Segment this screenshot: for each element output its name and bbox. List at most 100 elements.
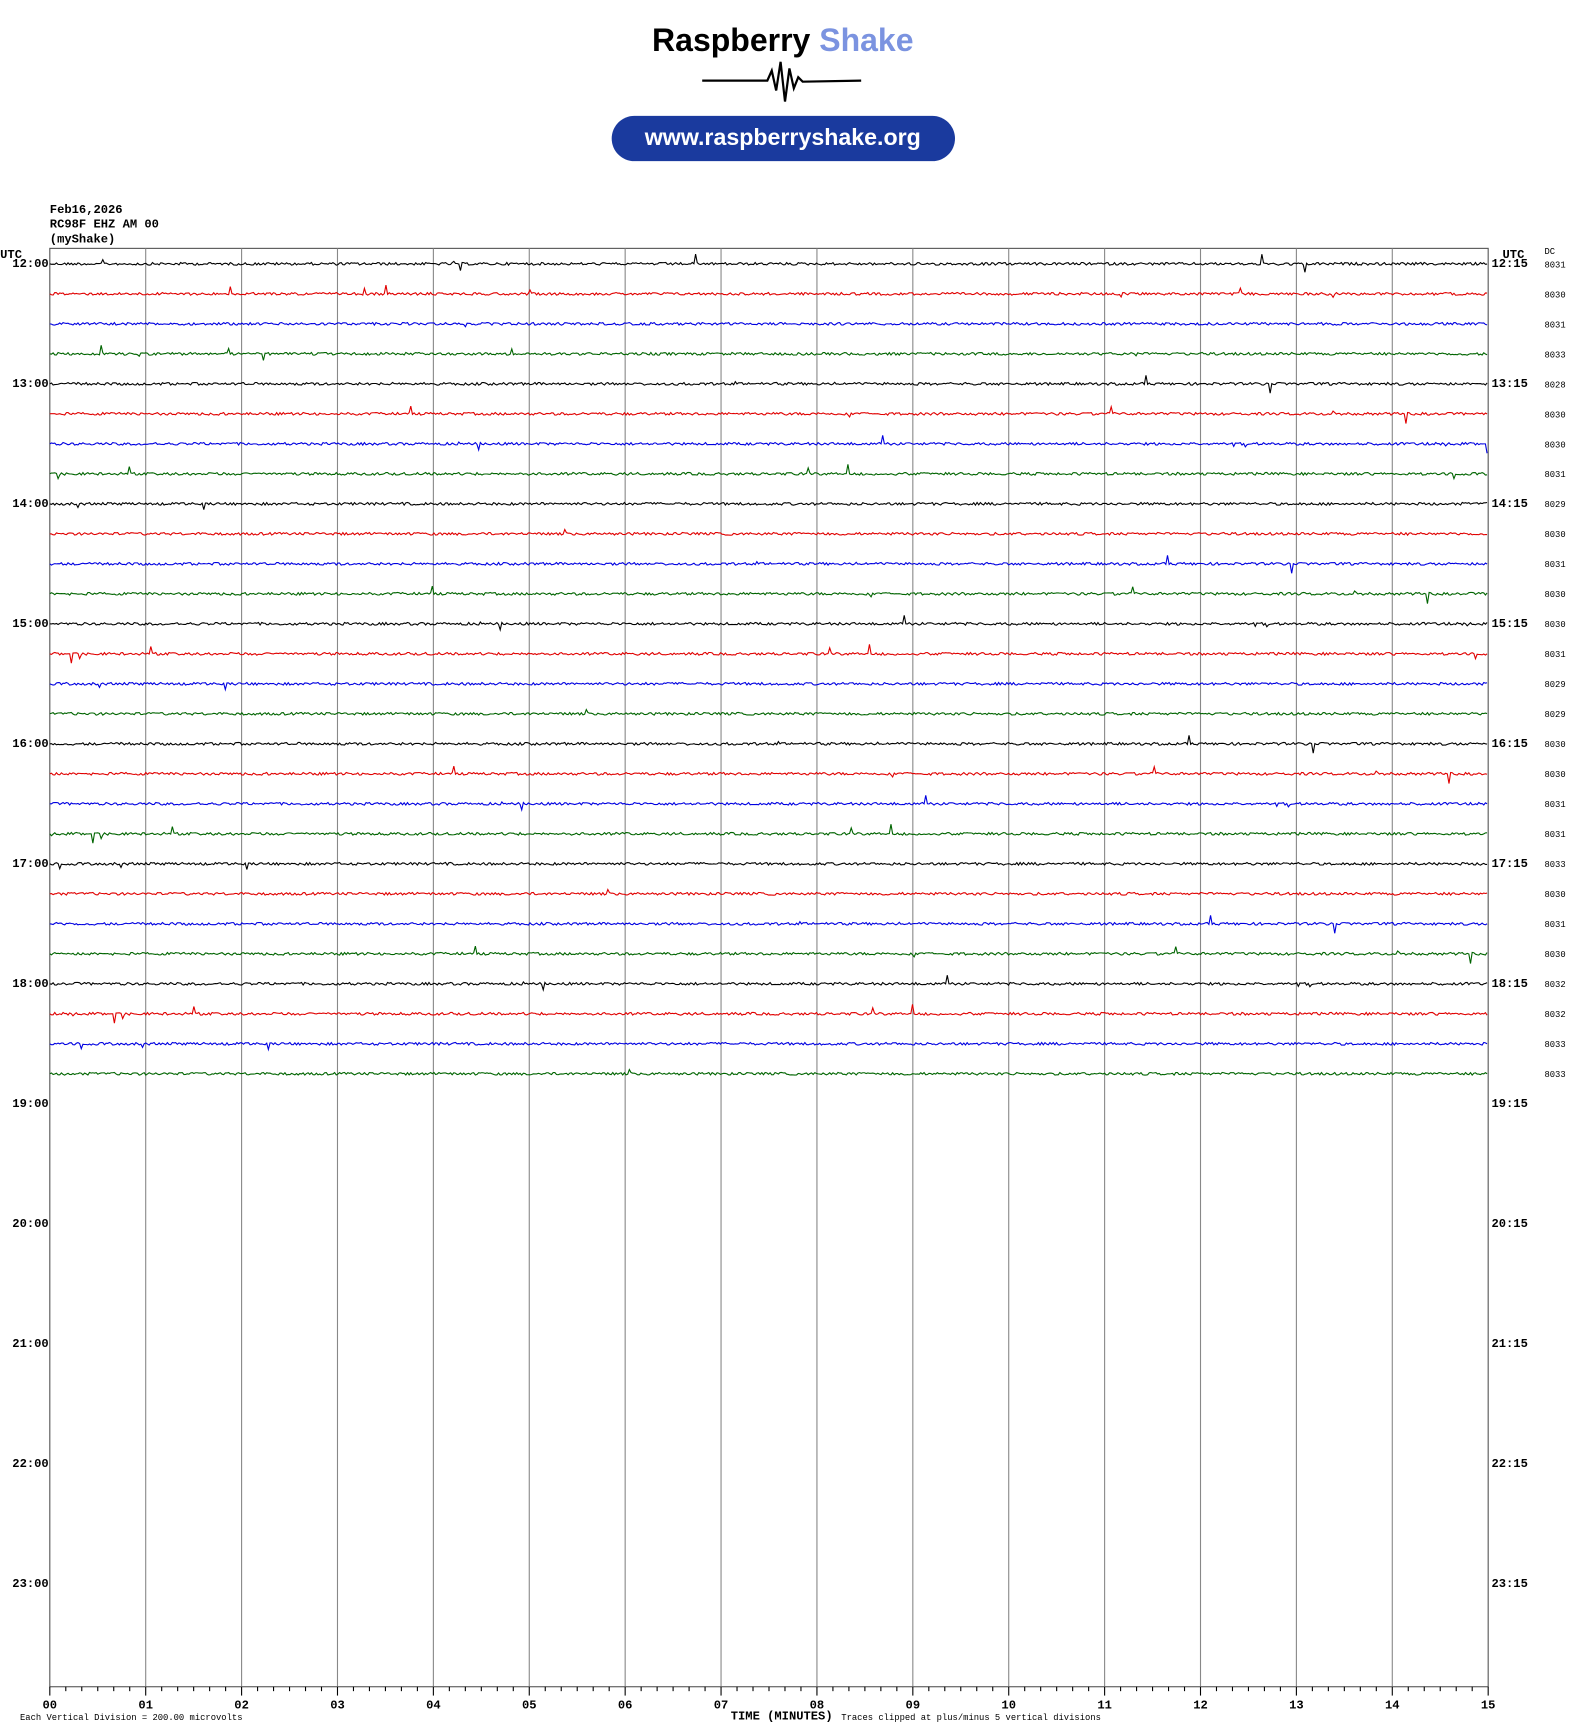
dc-value: 8032 xyxy=(1544,980,1565,990)
right-time-label: 12:15 xyxy=(1491,257,1527,271)
x-tick-label: 12 xyxy=(1193,1699,1208,1713)
dc-value: 8029 xyxy=(1544,500,1565,510)
left-time-label: 19:00 xyxy=(12,1097,48,1111)
brand-shake: Shake xyxy=(819,23,913,59)
right-time-label: 16:15 xyxy=(1491,737,1527,751)
left-time-label: 21:00 xyxy=(12,1337,48,1351)
trace xyxy=(49,1041,1488,1052)
dc-value: 8030 xyxy=(1544,410,1565,420)
trace xyxy=(49,345,1488,361)
trace xyxy=(49,888,1488,897)
right-time-label: 13:15 xyxy=(1491,377,1527,391)
x-tick-label: 05 xyxy=(522,1699,537,1713)
dc-value: 8031 xyxy=(1544,320,1565,330)
date: Feb16,2026 xyxy=(50,203,123,217)
left-time-label: 18:00 xyxy=(12,977,48,991)
right-time-label: 22:15 xyxy=(1491,1457,1527,1471)
trace xyxy=(49,435,1488,454)
x-tick-label: 13 xyxy=(1289,1699,1304,1713)
trace xyxy=(49,321,1488,328)
x-tick-label: 09 xyxy=(906,1699,921,1713)
scale-note: Each Vertical Division = 200.00 microvol… xyxy=(20,1713,243,1723)
left-axis-title: UTC xyxy=(0,248,22,262)
dc-value: 8031 xyxy=(1544,650,1565,660)
x-tick-label: 10 xyxy=(1001,1699,1016,1713)
trace xyxy=(49,795,1488,812)
left-time-label: 16:00 xyxy=(12,737,48,751)
dc-value: 8033 xyxy=(1544,1040,1565,1050)
dc-value: 8033 xyxy=(1544,350,1565,360)
right-axis-title: UTC xyxy=(1503,248,1525,262)
trace xyxy=(49,708,1488,716)
right-time-label: 20:15 xyxy=(1491,1217,1527,1231)
trace xyxy=(49,915,1488,934)
right-time-label: 19:15 xyxy=(1491,1097,1527,1111)
clip-note: Traces clipped at plus/minus 5 vertical … xyxy=(841,1713,1101,1723)
right-time-label: 15:15 xyxy=(1491,617,1527,631)
x-tick-label: 11 xyxy=(1097,1699,1112,1713)
trace xyxy=(49,975,1488,993)
trace xyxy=(49,861,1488,871)
trace xyxy=(49,254,1488,273)
x-tick-label: 04 xyxy=(426,1699,441,1713)
x-tick-label: 02 xyxy=(234,1699,249,1713)
x-tick-label: 07 xyxy=(714,1699,729,1713)
dc-value: 8031 xyxy=(1544,470,1565,480)
trace xyxy=(49,586,1488,604)
trace xyxy=(49,501,1488,510)
network: (myShake) xyxy=(50,233,116,247)
right-time-label: 18:15 xyxy=(1491,977,1527,991)
dc-title: DC xyxy=(1544,247,1555,257)
plot-frame xyxy=(49,247,1489,1688)
url-pill[interactable] xyxy=(611,115,955,162)
left-time-label: 12:00 xyxy=(12,257,48,271)
dc-value: 8029 xyxy=(1544,710,1565,720)
trace xyxy=(49,555,1488,574)
dc-value: 8030 xyxy=(1544,440,1565,450)
dc-value: 8030 xyxy=(1544,740,1565,750)
dc-value: 8028 xyxy=(1544,380,1565,390)
brand: Raspberry Shake xyxy=(652,23,913,59)
dc-value: 8033 xyxy=(1544,1070,1565,1080)
x-tick-label: 00 xyxy=(43,1699,58,1713)
logo-wave xyxy=(702,61,862,102)
station: RC98F EHZ AM 00 xyxy=(50,217,159,231)
x-tick-label: 14 xyxy=(1385,1699,1400,1713)
right-time-label: 21:15 xyxy=(1491,1337,1527,1351)
trace xyxy=(49,1004,1488,1024)
trace xyxy=(49,285,1488,299)
dc-value: 8030 xyxy=(1544,620,1565,630)
x-axis-title: TIME (MINUTES) xyxy=(731,1710,833,1724)
x-tick-label: 06 xyxy=(618,1699,633,1713)
trace xyxy=(49,681,1488,692)
x-tick-label: 08 xyxy=(810,1699,825,1713)
trace xyxy=(49,464,1488,481)
dc-value: 8032 xyxy=(1544,1010,1565,1020)
dc-value: 8031 xyxy=(1544,800,1565,810)
dc-value: 8030 xyxy=(1544,770,1565,780)
dc-value: 8030 xyxy=(1544,590,1565,600)
x-tick-label: 15 xyxy=(1481,1699,1496,1713)
left-time-label: 22:00 xyxy=(12,1457,48,1471)
trace xyxy=(49,946,1488,964)
dc-value: 8031 xyxy=(1544,560,1565,570)
trace xyxy=(49,404,1488,424)
dc-value: 8030 xyxy=(1544,530,1565,540)
right-time-label: 23:15 xyxy=(1491,1577,1527,1591)
x-tick-label: 03 xyxy=(330,1699,345,1713)
url[interactable]: www.raspberryshake.org xyxy=(644,124,921,150)
trace xyxy=(49,1068,1488,1076)
trace xyxy=(49,735,1488,754)
right-time-label: 17:15 xyxy=(1491,857,1527,871)
trace xyxy=(49,644,1488,664)
right-time-label: 14:15 xyxy=(1491,497,1527,511)
left-time-label: 23:00 xyxy=(12,1577,48,1591)
trace xyxy=(49,528,1488,537)
dc-value: 8029 xyxy=(1544,680,1565,690)
x-tick-label: 01 xyxy=(138,1699,153,1713)
dc-value: 8031 xyxy=(1544,260,1565,270)
brand-raspberry: Raspberry xyxy=(652,23,811,59)
left-time-label: 17:00 xyxy=(12,857,48,871)
dc-value: 8030 xyxy=(1544,290,1565,300)
